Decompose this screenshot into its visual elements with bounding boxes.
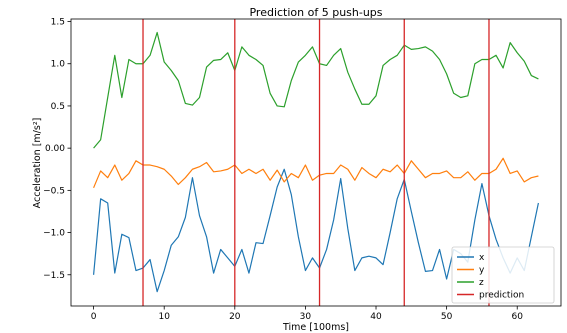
legend-box — [451, 246, 555, 304]
chart-title: Prediction of 5 push-ups — [249, 6, 382, 19]
y-tick-label: 0.5 — [51, 102, 65, 112]
plot-frame — [70, 18, 562, 307]
x-tick-label: 30 — [300, 312, 312, 322]
x-axis: 0 10 20 30 40 50 60 — [91, 306, 523, 322]
x-tick-label: 40 — [370, 312, 382, 322]
legend-label-prediction: prediction — [479, 291, 524, 301]
x-tick-label: 50 — [441, 312, 453, 322]
y-tick-label: −1.0 — [43, 229, 65, 239]
x-axis-label: Time [100ms] — [282, 322, 349, 333]
x-tick-label: 0 — [91, 312, 97, 322]
y-axis-label: Acceleration [m/s²] — [32, 118, 43, 209]
legend-label-y: y — [479, 266, 485, 276]
y-tick-label: −1.5 — [43, 271, 65, 281]
y-axis: −1.5 −1.0 −0.5 0.00 0.5 1.0 1.5 — [43, 18, 71, 281]
y-tick-label: 1.0 — [51, 60, 66, 70]
y-tick-label: −0.5 — [43, 186, 65, 196]
legend-label-z: z — [479, 278, 484, 288]
series-line-y — [93, 157, 539, 189]
x-tick-label: 10 — [158, 312, 170, 322]
y-tick-label: 1.5 — [51, 18, 65, 28]
prediction-layer — [142, 19, 490, 306]
legend-label-x: x — [479, 253, 485, 263]
x-tick-label: 20 — [229, 312, 241, 322]
x-tick-label: 60 — [511, 312, 523, 322]
legend: xyz prediction — [451, 246, 555, 304]
y-tick-label: 0.00 — [45, 144, 65, 154]
series-line-z — [93, 31, 539, 149]
